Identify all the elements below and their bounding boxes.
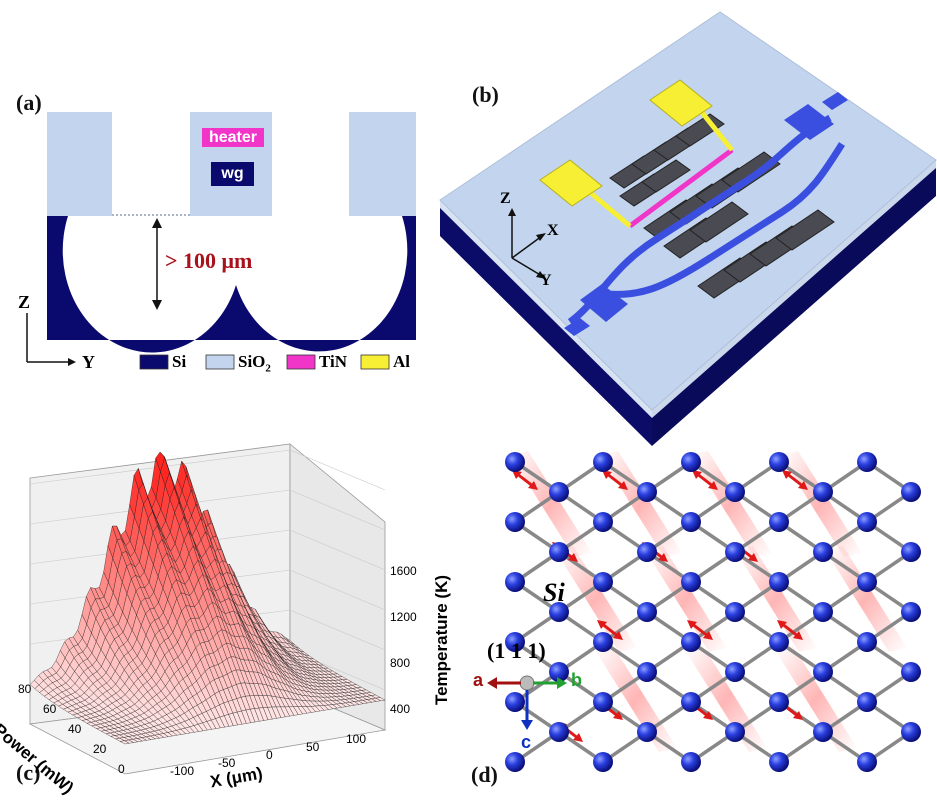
panel-b: (b) (430, 0, 937, 450)
x-tick-0: -100 (170, 764, 195, 778)
substrate-front-side (440, 200, 652, 446)
panel-d: (d) Si (1 1 1) a b c (465, 440, 937, 803)
y-tick-1: 20 (93, 742, 107, 756)
legend-al-text: Al (393, 352, 410, 371)
panel-d-label: (d) (471, 762, 498, 787)
axis-3d-y-text: Y (540, 272, 552, 289)
si-substrate (47, 216, 416, 353)
axis-3d-z-text: Z (500, 190, 511, 207)
legend-sio2-name: SiO (238, 352, 266, 371)
axis-3d-y (511, 257, 543, 277)
sio2-block-left (47, 112, 112, 216)
device-3d-diagram (439, 11, 937, 446)
legend-sio2-text: SiO2 (238, 352, 271, 374)
heater-block (202, 128, 264, 147)
al-pad-right (649, 79, 713, 127)
y-tick-3: 60 (43, 702, 57, 716)
heater-text: heater (208, 129, 258, 146)
plot-surface (29, 451, 386, 745)
wg-text: wg (221, 165, 244, 182)
y-tick-2: 40 (68, 722, 82, 736)
z-tick-3: 1600 (390, 564, 417, 578)
legend-sio2-sub: 2 (265, 362, 271, 375)
panel-a-label: (a) (16, 90, 42, 115)
temperature-surface-plot (28, 443, 387, 775)
lattice-red-arrows (512, 470, 808, 742)
trench-group-lower (697, 209, 835, 299)
substrate-right-side (652, 160, 936, 446)
tin-heater (628, 147, 734, 229)
coupler-right (784, 104, 834, 140)
plane-label: (1 1 1) (487, 638, 546, 663)
x-tick-2: 0 (266, 748, 273, 762)
x-tick-3: 50 (306, 740, 320, 754)
trench-group-upper (609, 113, 725, 207)
panel-b-label: (b) (472, 82, 499, 107)
axis-a-text: a (473, 670, 484, 690)
axis-3d-x (511, 235, 543, 259)
axis-y-text: Y (82, 352, 95, 372)
axis-3d-x-text: X (547, 222, 559, 239)
legend-swatch-tin (286, 354, 316, 370)
lattice-atoms (505, 452, 921, 772)
y-tick-4: 80 (18, 682, 32, 696)
legend-si-text: Si (172, 352, 187, 371)
coupler-left (580, 284, 628, 322)
axis-origin-sphere (519, 675, 535, 691)
waveguide-lower-arm (605, 142, 845, 298)
panel-c-label: (c) (16, 760, 41, 785)
sio2-block-right (349, 112, 416, 216)
panel-a: (a) heater wg > 100 μm Z Y Si SiO2 TiN A… (0, 0, 450, 400)
waveguide-block (211, 162, 254, 186)
legend-swatch-sio2 (205, 354, 235, 370)
panel-c: (c) X (μm) Power (mW) Temperature (K) -1… (0, 430, 470, 803)
x-tick-4: 100 (346, 732, 367, 746)
legend-swatch-si (139, 354, 169, 370)
legend-swatch-al (360, 354, 390, 370)
cross-section-diagram (26, 112, 416, 370)
z-tick-2: 1200 (390, 610, 417, 624)
axis-z-text: Z (18, 292, 31, 312)
axis-b-text: b (571, 670, 582, 690)
al-pad-left (539, 159, 603, 207)
axis-c-text: c (521, 732, 532, 752)
silicon-lattice-diagram (487, 451, 921, 772)
material-label: Si (543, 578, 565, 607)
x-tick-1: -50 (218, 756, 236, 770)
legend-tin-text: TiN (319, 352, 348, 371)
z-tick-1: 800 (390, 656, 411, 670)
z-tick-0: 400 (390, 702, 411, 716)
lattice-bonds (513, 460, 913, 764)
lattice-strain-bands (510, 451, 907, 752)
depth-text: > 100 μm (165, 248, 253, 273)
z-axis-label: Temperature (K) (432, 574, 451, 706)
y-tick-0: 0 (118, 762, 125, 776)
